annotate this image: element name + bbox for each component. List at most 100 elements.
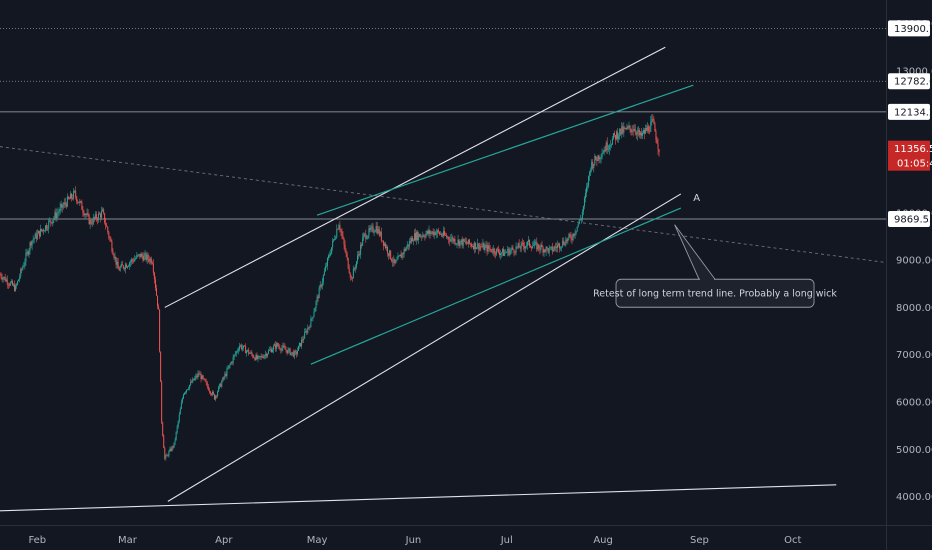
candle-body[interactable] <box>349 273 351 278</box>
candle-body[interactable] <box>464 241 466 243</box>
candle-body[interactable] <box>405 247 407 251</box>
candle-body[interactable] <box>447 236 449 238</box>
candle-body[interactable] <box>25 253 27 263</box>
candle-body[interactable] <box>467 239 469 244</box>
candle-body[interactable] <box>518 243 520 248</box>
candle-body[interactable] <box>654 123 656 132</box>
candle-body[interactable] <box>486 244 488 252</box>
candle-body[interactable] <box>488 245 490 249</box>
candle-body[interactable] <box>138 253 140 255</box>
candle-body[interactable] <box>234 353 236 355</box>
candle-body[interactable] <box>21 269 23 270</box>
candle-body[interactable] <box>275 344 277 349</box>
candle-body[interactable] <box>63 202 65 206</box>
trendline-channel-lower[interactable] <box>167 193 682 502</box>
candle-body[interactable] <box>498 252 500 256</box>
candle-body[interactable] <box>632 130 634 132</box>
candle-body[interactable] <box>1 277 3 280</box>
candle-body[interactable] <box>266 353 268 357</box>
candle-body[interactable] <box>391 259 393 262</box>
candle-body[interactable] <box>64 202 66 204</box>
candle-body[interactable] <box>353 268 355 270</box>
candle-body[interactable] <box>466 243 468 245</box>
candle-body[interactable] <box>290 352 292 355</box>
candle-body[interactable] <box>80 201 82 202</box>
candle-body[interactable] <box>459 241 461 246</box>
candle-body[interactable] <box>643 130 645 133</box>
candle-body[interactable] <box>591 161 593 170</box>
candle-body[interactable] <box>281 348 283 351</box>
candle-body[interactable] <box>225 374 227 376</box>
candle-body[interactable] <box>483 243 485 251</box>
candle-body[interactable] <box>74 190 76 192</box>
candle-body[interactable] <box>108 232 110 238</box>
candle-body[interactable] <box>555 247 557 249</box>
candle-body[interactable] <box>267 350 269 354</box>
candle-body[interactable] <box>559 243 561 249</box>
candle-body[interactable] <box>631 130 633 132</box>
candle-body[interactable] <box>112 251 114 255</box>
candle-body[interactable] <box>155 288 157 296</box>
candle-body[interactable] <box>91 223 93 225</box>
candle-body[interactable] <box>637 129 639 132</box>
candle-body[interactable] <box>438 231 440 235</box>
candle-body[interactable] <box>260 355 262 357</box>
candle-body[interactable] <box>259 356 261 357</box>
candle-body[interactable] <box>390 250 392 260</box>
candle-body[interactable] <box>136 255 138 259</box>
candle-body[interactable] <box>494 253 496 255</box>
candle-body[interactable] <box>193 378 195 381</box>
candle-body[interactable] <box>59 207 61 212</box>
candle-body[interactable] <box>243 345 245 348</box>
candle-body[interactable] <box>344 244 346 251</box>
candle-body[interactable] <box>215 395 217 400</box>
candle-body[interactable] <box>111 241 113 252</box>
candle-body[interactable] <box>619 128 621 136</box>
candle-body[interactable] <box>316 296 318 302</box>
candle-body[interactable] <box>457 239 459 244</box>
candle-body[interactable] <box>523 245 525 249</box>
candle-body[interactable] <box>568 234 570 238</box>
candle-body[interactable] <box>331 247 333 254</box>
candle-body[interactable] <box>382 240 384 246</box>
candle-body[interactable] <box>288 348 290 350</box>
candle-body[interactable] <box>622 126 624 133</box>
candle-body[interactable] <box>187 389 189 391</box>
candle-body[interactable] <box>41 229 43 231</box>
candle-body[interactable] <box>396 259 398 261</box>
candle-body[interactable] <box>537 244 539 250</box>
candle-body[interactable] <box>644 130 646 134</box>
candle-body[interactable] <box>359 254 361 256</box>
candle-body[interactable] <box>46 225 48 229</box>
candle-body[interactable] <box>444 231 446 236</box>
candle-body[interactable] <box>427 230 429 234</box>
candle-body[interactable] <box>221 381 223 387</box>
candle-body[interactable] <box>566 239 568 242</box>
candle-body[interactable] <box>26 251 28 254</box>
candle-body[interactable] <box>593 164 595 168</box>
candle-body[interactable] <box>241 347 243 349</box>
candle-body[interactable] <box>211 391 213 395</box>
candle-body[interactable] <box>269 349 271 350</box>
candle-body[interactable] <box>139 253 141 258</box>
candle-body[interactable] <box>544 249 546 252</box>
candle-body[interactable] <box>114 256 116 258</box>
candle-body[interactable] <box>72 198 74 199</box>
candle-body[interactable] <box>551 246 553 252</box>
candle-body[interactable] <box>284 346 286 350</box>
candle-body[interactable] <box>301 339 303 347</box>
candle-body[interactable] <box>254 357 256 361</box>
candle-body[interactable] <box>432 231 434 236</box>
candle-body[interactable] <box>192 378 194 383</box>
candle-body[interactable] <box>651 119 653 122</box>
candle-body[interactable] <box>526 241 528 246</box>
candle-body[interactable] <box>539 248 541 250</box>
candle-body[interactable] <box>399 254 401 256</box>
candle-body[interactable] <box>153 272 155 280</box>
candle-body[interactable] <box>77 201 79 203</box>
candle-body[interactable] <box>126 266 128 268</box>
candle-body[interactable] <box>379 231 381 236</box>
candle-body[interactable] <box>536 241 538 250</box>
candle-body[interactable] <box>529 239 531 246</box>
